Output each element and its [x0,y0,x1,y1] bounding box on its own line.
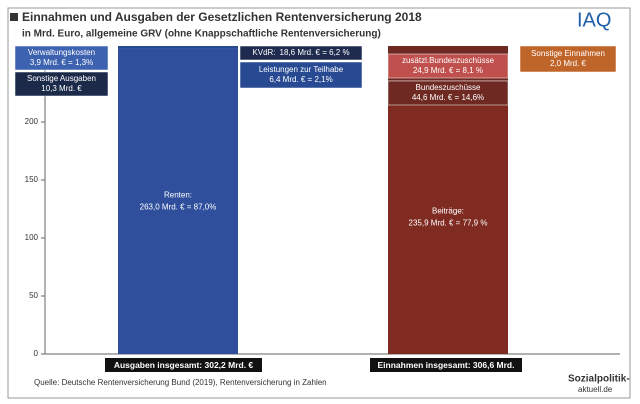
segment-name: Renten: [164,191,192,200]
site-logo: Sozialpolitik- [568,374,630,385]
value-label: 44,6 Mrd. € = 14,6% [412,93,484,102]
frame [7,7,631,399]
value-label: 24,9 Mrd. € = 8,1 % [413,66,483,75]
chart-title: Einnahmen und Ausgaben der Gesetzlichen … [22,10,422,24]
value-label: 235,9 Mrd. € = 77,9 % [409,218,488,227]
segment-name: KVdR: [252,48,275,57]
value-label: 263,0 Mrd. € = 87,0% [140,203,217,212]
label-line: KVdR: 18,6 Mrd. € = 6,2 % [252,48,349,57]
value-label: 18,6 Mrd. € = 6,2 % [280,48,350,57]
label-box [519,45,617,73]
chart-subtitle: in Mrd. Euro, allgemeine GRV (ohne Knapp… [22,29,381,40]
label-box [239,45,363,61]
y-tick-label: 50 [29,291,38,300]
bar-segment [118,46,238,49]
category-box [105,358,262,372]
value-label: 10,3 Mrd. € [41,84,82,93]
y-tick-label: 0 [34,349,39,358]
bar-segment [388,80,508,354]
segment-name: Leistungen zur Teilhabe [259,65,344,74]
segment-name: Sonstige Einnahmen [531,49,605,58]
y-tick-label: 200 [25,117,39,126]
site-logo: aktuell.de [578,385,613,394]
bar-segment [118,48,238,355]
value-label: 2,0 Mrd. € [550,59,587,68]
segment-name: zusätzl.Bundeszuschüsse [402,56,495,65]
source: Quelle: Deutsche Rentenversicherung Bund… [34,378,327,387]
segment-name: Verwaltungskosten [28,48,95,57]
category-box [370,358,522,372]
segment-name: Sonstige Ausgaben [27,74,96,83]
label-box [14,71,109,97]
title-square [10,13,18,21]
x-tick-label: Einnahmen insgesamt: 306,6 Mrd. [378,360,515,370]
logo: IAQ [577,9,611,31]
value-label: 6,4 Mrd. € = 2,1% [269,75,332,84]
y-tick-label: 100 [25,233,39,242]
label-box [387,53,509,79]
label-box [239,61,363,89]
y-tick-label: 150 [25,175,39,184]
value-label: 3,9 Mrd. € = 1,3% [30,58,93,67]
segment-name: Beiträge: [432,206,464,215]
bar-segment [118,3,238,8]
x-tick-label: Ausgaben insgesamt: 302,2 Mrd. € [114,360,254,370]
segment-name: Bundeszuschüsse [416,83,481,92]
label-box [387,80,509,106]
label-box [14,45,109,71]
